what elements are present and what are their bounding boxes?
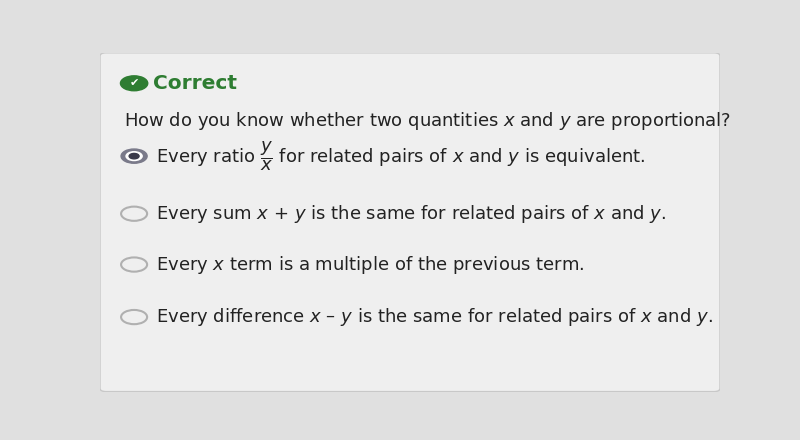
FancyBboxPatch shape [100,53,720,392]
Text: ✔: ✔ [130,78,138,88]
Text: Every $x$ term is a multiple of the previous term.: Every $x$ term is a multiple of the prev… [156,253,584,275]
Circle shape [126,152,142,161]
Text: Every difference $x$ – $y$ is the same for related pairs of $x$ and $y$.: Every difference $x$ – $y$ is the same f… [156,306,713,328]
Circle shape [121,149,147,163]
Text: Every ratio $\dfrac{y}{x}$ for related pairs of $x$ and $y$ is equivalent.: Every ratio $\dfrac{y}{x}$ for related p… [156,139,645,173]
Text: Correct: Correct [153,74,237,93]
Text: How do you know whether two quantities $x$ and $y$ are proportional?: How do you know whether two quantities $… [123,110,730,132]
Circle shape [129,154,139,159]
Circle shape [121,76,148,91]
Text: Every sum $x$ + $y$ is the same for related pairs of $x$ and $y$.: Every sum $x$ + $y$ is the same for rela… [156,203,666,225]
